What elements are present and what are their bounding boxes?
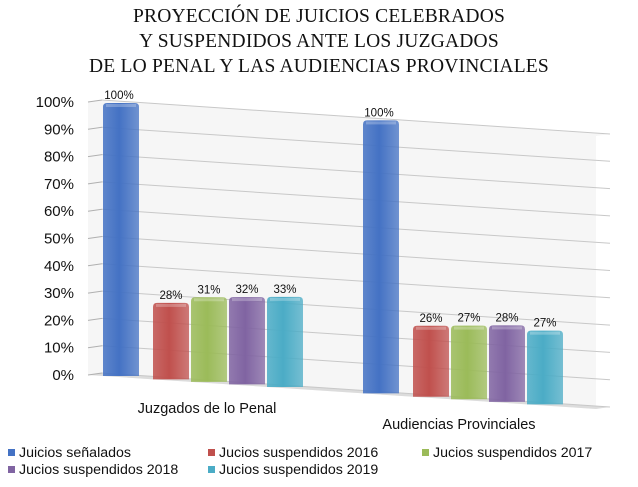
legend-swatch <box>8 449 15 456</box>
bar <box>267 296 303 387</box>
bar <box>153 302 189 380</box>
y-tick-label: 10% <box>44 340 74 357</box>
legend-label: Juicios señalados <box>19 445 131 461</box>
bar-highlight <box>106 104 136 108</box>
gridline <box>101 181 611 217</box>
floor <box>88 373 610 409</box>
data-label: 31% <box>197 284 220 296</box>
gridline <box>101 236 611 271</box>
bar <box>363 120 399 394</box>
legend-item: Jucios suspendidos 2018 <box>8 462 178 478</box>
gridline-stub <box>87 290 103 294</box>
chart-title-line: PROYECCIÓN DE JUICIOS CELEBRADOS <box>132 6 506 27</box>
y-tick-label: 20% <box>44 312 74 329</box>
gridline-stub <box>87 345 103 349</box>
gridline-stub <box>87 372 103 376</box>
y-tick-label: 0% <box>52 367 74 384</box>
gridline <box>101 99 611 135</box>
bar <box>489 325 525 402</box>
legend-swatch <box>422 449 429 456</box>
legend-label: Jucios suspendidos 2017 <box>433 445 593 461</box>
gridline-stub <box>87 126 103 130</box>
gridline <box>101 154 611 190</box>
gridline-stub <box>87 99 103 103</box>
bar <box>527 330 563 405</box>
gridline-stub <box>87 317 103 321</box>
legend-swatch <box>208 449 215 456</box>
gridline-stub <box>87 154 103 158</box>
y-tick-label: 80% <box>44 149 74 166</box>
data-label: 26% <box>419 313 442 325</box>
data-label: 27% <box>457 313 480 325</box>
y-axis-ticks: 0% 10% 20% 30% 40% 50% 60% 70% 80% 90% 100% <box>36 94 74 384</box>
chart-title-line: DE LO PENAL Y LAS AUDIENCIAS PROVINCIALE… <box>89 56 549 77</box>
data-label: 32% <box>235 284 258 296</box>
bar <box>229 297 265 385</box>
gridline <box>101 263 611 299</box>
y-tick-label: 50% <box>44 231 74 248</box>
legend-label: Jucios suspendidos 2016 <box>219 445 379 461</box>
y-tick-label: 70% <box>44 176 74 193</box>
data-label: 100% <box>364 107 393 119</box>
bar-highlight <box>530 331 560 335</box>
data-label: 28% <box>495 312 518 324</box>
bar-highlight <box>194 298 224 302</box>
legend-label: Jucios suspendidos 2018 <box>19 462 179 478</box>
legend-swatch <box>208 466 215 473</box>
gridline-stub <box>87 236 103 239</box>
gridline <box>101 290 611 326</box>
bar <box>191 297 227 382</box>
gridline-stub <box>87 181 103 185</box>
bar <box>413 325 449 397</box>
gridline <box>101 208 611 244</box>
chart-title: PROYECCIÓN DE JUICIOS CELEBRADOS Y SUSPE… <box>0 4 638 79</box>
bar-highlight <box>366 121 396 125</box>
bar-highlight <box>232 298 262 302</box>
y-tick-label: 90% <box>44 121 74 138</box>
bar-highlight <box>492 326 522 330</box>
bar <box>451 325 487 400</box>
chart-title-line: Y SUSPENDIDOS ANTE LOS JUZGADOS <box>139 31 499 52</box>
data-label: 27% <box>533 318 556 330</box>
legend-swatch <box>8 466 15 473</box>
bar <box>103 103 139 377</box>
legend-label: Jucios suspendidos 2019 <box>219 462 379 478</box>
gridline <box>101 126 611 162</box>
legend-item: Jucios suspendidos 2016 <box>208 445 378 461</box>
data-label: 33% <box>273 284 296 296</box>
data-label: 100% <box>104 90 133 102</box>
gridlines <box>87 99 611 408</box>
gridline-stub <box>87 208 103 212</box>
bar-highlight <box>416 326 446 330</box>
bars <box>103 103 563 405</box>
y-tick-label: 100% <box>36 94 74 111</box>
x-category-label: Juzgados de lo Penal <box>138 401 277 417</box>
x-category-label: Audiencias Provinciales <box>382 417 535 433</box>
legend-item: Jucios suspendidos 2019 <box>208 462 378 478</box>
legend-item: Jucios suspendidos 2017 <box>422 445 592 461</box>
y-tick-label: 40% <box>44 258 74 275</box>
gridline-stub <box>87 263 103 267</box>
bar-highlight <box>270 297 300 301</box>
y-tick-label: 30% <box>44 285 74 302</box>
data-label: 28% <box>159 290 182 302</box>
y-tick-label: 60% <box>44 203 74 220</box>
legend-item: Juicios señalados <box>8 445 131 461</box>
bar-highlight <box>454 326 484 330</box>
bar-highlight <box>156 303 186 307</box>
data-labels: 100% 28% 31% 32% 33% 100% 26% 27% 28% 27% <box>104 90 556 330</box>
x-axis-categories: Juzgados de lo Penal Audiencias Provincia… <box>138 401 536 433</box>
